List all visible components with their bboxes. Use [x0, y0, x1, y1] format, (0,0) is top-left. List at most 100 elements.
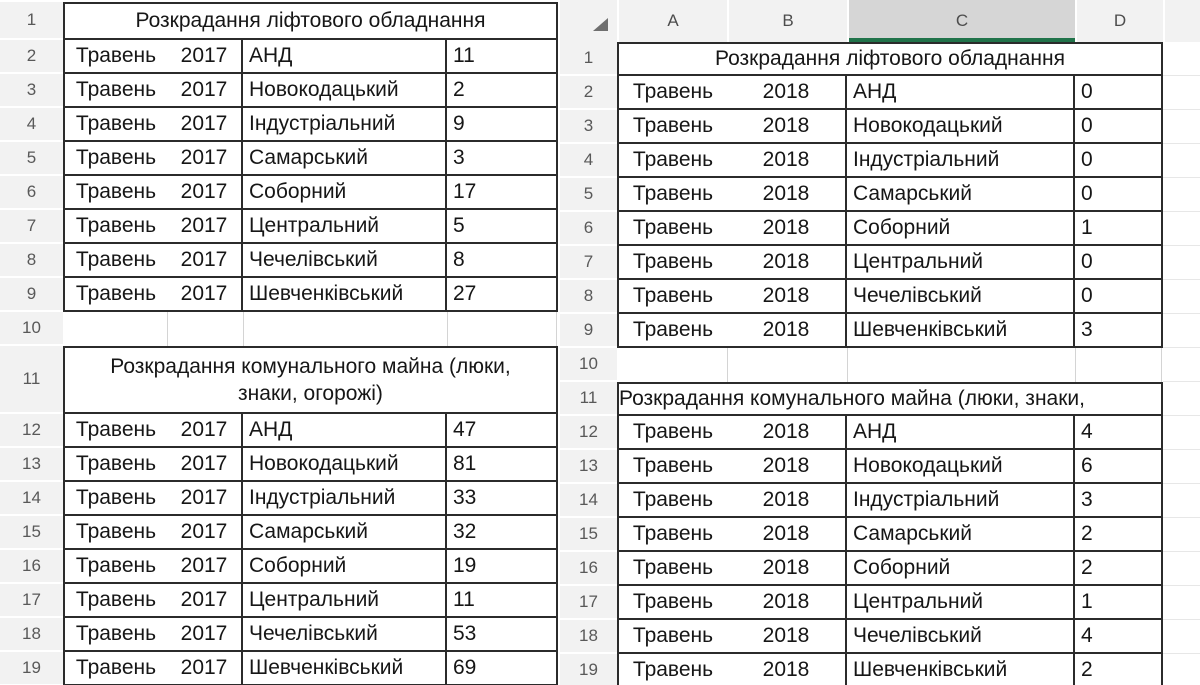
district-cell[interactable]: Центральний	[847, 586, 1075, 620]
value-cell[interactable]: 17	[447, 176, 558, 210]
district-cell[interactable]: Самарський	[847, 518, 1075, 552]
value-cell[interactable]: 33	[447, 482, 558, 516]
row-number-cell[interactable]: 18	[0, 618, 63, 652]
row-number-cell[interactable]: 2	[560, 76, 617, 110]
empty-cells[interactable]	[617, 348, 1163, 382]
row-number-cell[interactable]: 14	[0, 482, 63, 516]
row-number-cell[interactable]: 9	[560, 314, 617, 348]
month-year-cell[interactable]: Травень 2018	[617, 416, 847, 450]
value-cell[interactable]: 0	[1075, 280, 1163, 314]
value-cell[interactable]: 3	[1075, 314, 1163, 348]
month-year-cell[interactable]: Травень 2018	[617, 246, 847, 280]
month-year-cell[interactable]: Травень 2018	[617, 484, 847, 518]
district-cell[interactable]: Шевченківський	[243, 652, 447, 685]
value-cell[interactable]: 4	[1075, 416, 1163, 450]
value-cell[interactable]: 1	[1075, 586, 1163, 620]
month-year-cell[interactable]: Травень 2018	[617, 518, 847, 552]
month-year-cell[interactable]: Травень 2018	[617, 212, 847, 246]
value-cell[interactable]: 0	[1075, 144, 1163, 178]
row-number-cell[interactable]: 4	[560, 144, 617, 178]
column-header-a[interactable]: A	[617, 0, 727, 42]
month-year-cell[interactable]: Травень 2017	[63, 108, 243, 142]
district-cell[interactable]: Індустріальний	[847, 484, 1075, 518]
row-number-cell[interactable]: 17	[560, 586, 617, 620]
district-cell[interactable]: Центральний	[243, 210, 447, 244]
value-cell[interactable]: 2	[1075, 518, 1163, 552]
month-year-cell[interactable]: Травень 2017	[63, 176, 243, 210]
value-cell[interactable]: 2	[447, 74, 558, 108]
row-number-cell[interactable]: 6	[0, 176, 63, 210]
district-cell[interactable]: АНД	[847, 76, 1075, 110]
district-cell[interactable]: Шевченківський	[847, 314, 1075, 348]
month-year-cell[interactable]: Травень 2017	[63, 142, 243, 176]
value-cell[interactable]: 53	[447, 618, 558, 652]
row-number-cell[interactable]: 4	[0, 108, 63, 142]
month-year-cell[interactable]: Травень 2018	[617, 450, 847, 484]
value-cell[interactable]: 19	[447, 550, 558, 584]
row-number-cell[interactable]: 6	[560, 212, 617, 246]
district-cell[interactable]: Соборний	[243, 176, 447, 210]
row-number-cell[interactable]: 17	[0, 584, 63, 618]
month-year-cell[interactable]: Травень 2017	[63, 618, 243, 652]
row-number-cell[interactable]: 13	[560, 450, 617, 484]
row-number-cell[interactable]: 11	[0, 346, 63, 414]
month-year-cell[interactable]: Травень 2018	[617, 620, 847, 654]
value-cell[interactable]: 32	[447, 516, 558, 550]
district-cell[interactable]: Самарський	[243, 516, 447, 550]
row-number-cell[interactable]: 13	[0, 448, 63, 482]
row-number-cell[interactable]: 3	[560, 110, 617, 144]
district-cell[interactable]: Новокодацький	[243, 448, 447, 482]
district-cell[interactable]: Шевченківський	[847, 654, 1075, 685]
row-number-cell[interactable]: 12	[560, 416, 617, 450]
communal-table-title-cell[interactable]: Розкрадання комунального майна (люки, зн…	[617, 382, 1163, 416]
row-number-cell[interactable]: 5	[0, 142, 63, 176]
month-year-cell[interactable]: Травень 2018	[617, 314, 847, 348]
row-number-cell[interactable]: 7	[0, 210, 63, 244]
value-cell[interactable]: 11	[447, 584, 558, 618]
row-number-cell[interactable]: 16	[560, 552, 617, 586]
value-cell[interactable]: 9	[447, 108, 558, 142]
row-number-cell[interactable]: 8	[560, 280, 617, 314]
district-cell[interactable]: Чечелівський	[243, 244, 447, 278]
district-cell[interactable]: АНД	[243, 414, 447, 448]
row-number-cell[interactable]: 9	[0, 278, 63, 312]
row-number-cell[interactable]: 15	[560, 518, 617, 552]
value-cell[interactable]: 0	[1075, 76, 1163, 110]
value-cell[interactable]: 0	[1075, 246, 1163, 280]
month-year-cell[interactable]: Травень 2017	[63, 448, 243, 482]
district-cell[interactable]: Самарський	[847, 178, 1075, 212]
month-year-cell[interactable]: Травень 2017	[63, 40, 243, 74]
district-cell[interactable]: Чечелівський	[847, 280, 1075, 314]
value-cell[interactable]: 2	[1075, 552, 1163, 586]
month-year-cell[interactable]: Травень 2017	[63, 414, 243, 448]
column-header-d[interactable]: D	[1075, 0, 1163, 42]
district-cell[interactable]: Центральний	[847, 246, 1075, 280]
district-cell[interactable]: Соборний	[847, 212, 1075, 246]
month-year-cell[interactable]: Травень 2017	[63, 74, 243, 108]
communal-table-title-cell[interactable]: Розкрадання комунального майна (люки, зн…	[63, 346, 558, 414]
month-year-cell[interactable]: Травень 2017	[63, 278, 243, 312]
value-cell[interactable]: 1	[1075, 212, 1163, 246]
district-cell[interactable]: Індустріальний	[847, 144, 1075, 178]
month-year-cell[interactable]: Травень 2018	[617, 654, 847, 685]
row-number-cell[interactable]: 1	[0, 2, 63, 40]
select-all-button[interactable]	[560, 0, 617, 42]
lift-table-title-cell[interactable]: Розкрадання ліфтового обладнання	[63, 2, 558, 40]
value-cell[interactable]: 5	[447, 210, 558, 244]
district-cell[interactable]: Чечелівський	[847, 620, 1075, 654]
value-cell[interactable]: 0	[1075, 110, 1163, 144]
district-cell[interactable]: Новокодацький	[847, 450, 1075, 484]
value-cell[interactable]: 81	[447, 448, 558, 482]
value-cell[interactable]: 2	[1075, 654, 1163, 685]
row-number-cell[interactable]: 15	[0, 516, 63, 550]
month-year-cell[interactable]: Травень 2018	[617, 144, 847, 178]
row-number-cell[interactable]: 11	[560, 382, 617, 416]
row-number-cell[interactable]: 8	[0, 244, 63, 278]
row-number-cell[interactable]: 12	[0, 414, 63, 448]
value-cell[interactable]: 6	[1075, 450, 1163, 484]
month-year-cell[interactable]: Травень 2017	[63, 244, 243, 278]
month-year-cell[interactable]: Травень 2018	[617, 280, 847, 314]
lift-table-title-cell[interactable]: Розкрадання ліфтового обладнання	[617, 42, 1163, 76]
row-number-cell[interactable]: 10	[0, 312, 63, 346]
row-number-cell[interactable]: 16	[0, 550, 63, 584]
